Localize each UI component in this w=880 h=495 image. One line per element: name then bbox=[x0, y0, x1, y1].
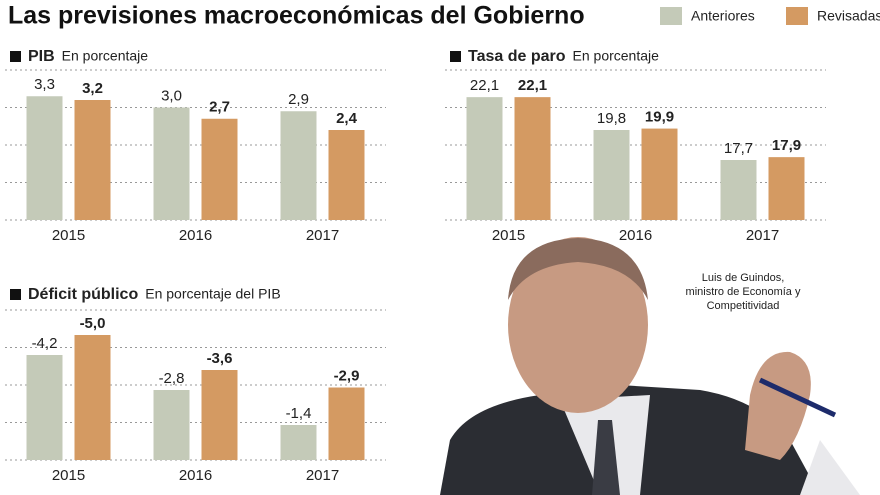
value-label: 19,8 bbox=[597, 110, 626, 127]
caption-line: Competitividad bbox=[707, 300, 780, 312]
value-label: 17,7 bbox=[724, 140, 753, 157]
x-tick-label: 2015 bbox=[492, 227, 525, 244]
value-label: 22,1 bbox=[470, 77, 499, 94]
value-label: 2,7 bbox=[209, 99, 230, 116]
section-marker bbox=[10, 51, 21, 62]
value-label: -1,4 bbox=[286, 405, 312, 422]
value-label: 19,9 bbox=[645, 109, 674, 126]
photo bbox=[440, 237, 860, 495]
caption-line: ministro de Economía y bbox=[686, 286, 801, 298]
value-label: -5,0 bbox=[80, 315, 106, 332]
legend-label: Revisadas bbox=[817, 8, 880, 24]
bar bbox=[768, 157, 805, 220]
bar bbox=[720, 160, 757, 220]
bar bbox=[26, 96, 63, 220]
bar bbox=[153, 390, 190, 460]
legend-swatch bbox=[660, 7, 682, 25]
bar bbox=[280, 425, 317, 460]
bar bbox=[153, 107, 190, 220]
section-marker bbox=[10, 289, 21, 300]
value-label: 22,1 bbox=[518, 77, 547, 94]
bar bbox=[201, 118, 238, 220]
value-label: 3,0 bbox=[161, 87, 182, 104]
page-title: Las previsiones macroeconómicas del Gobi… bbox=[8, 2, 585, 30]
chart-subtitle: En porcentaje del PIB bbox=[145, 286, 280, 302]
bar bbox=[328, 387, 365, 460]
chart-title: Tasa de paro bbox=[468, 48, 566, 65]
bar bbox=[641, 128, 678, 220]
value-label: 2,9 bbox=[288, 91, 309, 108]
bar bbox=[74, 335, 111, 460]
value-label: 3,2 bbox=[82, 80, 103, 97]
bar bbox=[328, 130, 365, 220]
caption: Luis de Guindos, ministro de Economía y Co… bbox=[686, 272, 801, 312]
x-tick-label: 2015 bbox=[52, 467, 85, 484]
bar bbox=[201, 370, 238, 460]
x-tick-label: 2017 bbox=[746, 227, 779, 244]
bar bbox=[514, 97, 551, 220]
bar bbox=[466, 97, 503, 220]
x-tick-label: 2016 bbox=[179, 227, 212, 244]
x-tick-label: 2015 bbox=[52, 227, 85, 244]
chart-title: PIB bbox=[28, 48, 55, 65]
caption-line: Luis de Guindos, bbox=[702, 272, 785, 284]
value-label: -4,2 bbox=[32, 335, 58, 352]
section-marker bbox=[450, 51, 461, 62]
x-tick-label: 2017 bbox=[306, 467, 339, 484]
value-label: 3,3 bbox=[34, 76, 55, 93]
legend-label: Anteriores bbox=[691, 8, 755, 24]
value-label: 17,9 bbox=[772, 137, 801, 154]
x-tick-label: 2016 bbox=[619, 227, 652, 244]
chart-subtitle: En porcentaje bbox=[62, 48, 149, 64]
bar bbox=[74, 100, 111, 220]
value-label: -2,8 bbox=[159, 370, 185, 387]
x-tick-label: 2016 bbox=[179, 467, 212, 484]
chart-title: Déficit público bbox=[28, 286, 138, 303]
value-label: -2,9 bbox=[334, 367, 360, 384]
bar bbox=[26, 355, 63, 460]
chart-subtitle: En porcentaje bbox=[573, 48, 660, 64]
bar bbox=[593, 130, 630, 220]
value-label: 2,4 bbox=[336, 110, 358, 127]
legend-swatch bbox=[786, 7, 808, 25]
x-tick-label: 2017 bbox=[306, 227, 339, 244]
value-label: -3,6 bbox=[207, 350, 233, 367]
bar bbox=[280, 111, 317, 220]
